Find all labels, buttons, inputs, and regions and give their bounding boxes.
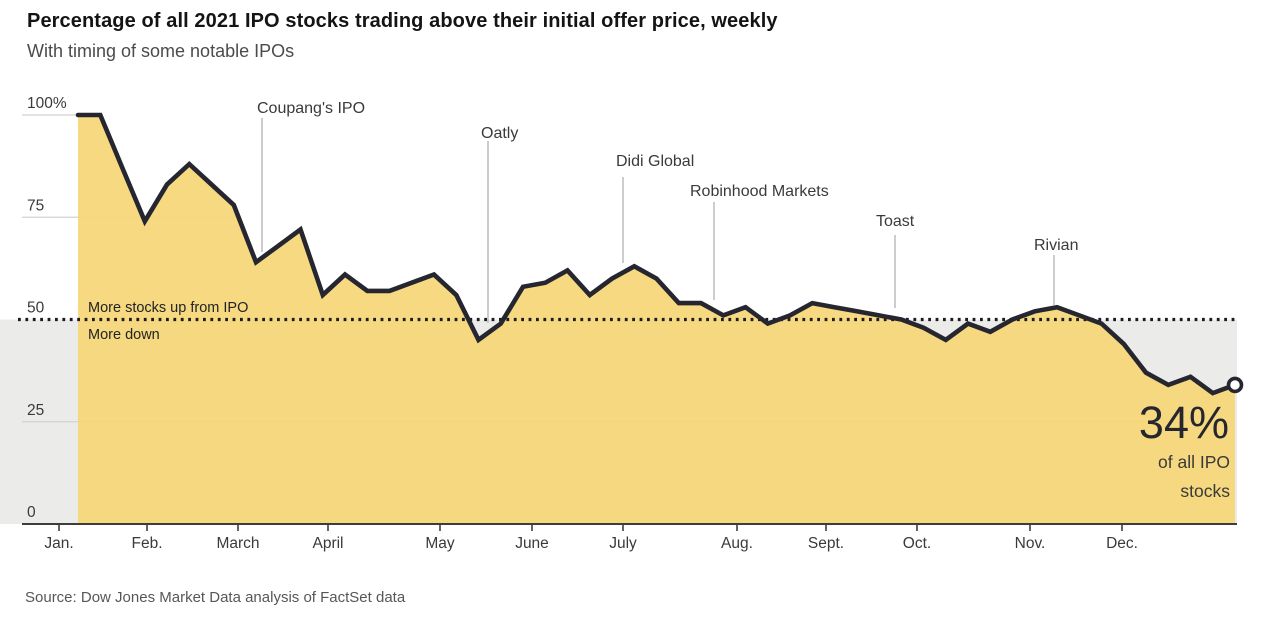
end-caption-line1: of all IPO — [1158, 452, 1230, 472]
end-marker — [1226, 376, 1244, 394]
annotation-label-rivian: Rivian — [1034, 237, 1078, 254]
month-label-feb: Feb. — [131, 535, 162, 552]
y-axis-label-75: 75 — [27, 197, 44, 214]
y-axis-label-0: 0 — [27, 504, 36, 521]
end-value-label: 34% — [1139, 397, 1229, 448]
annotation-label-coupang-s-ipo: Coupang's IPO — [257, 100, 365, 117]
threshold-label-below: More down — [88, 327, 160, 343]
month-label-oct: Oct. — [903, 535, 931, 552]
month-label-jan: Jan. — [44, 535, 73, 552]
y-axis-label-100: 100% — [27, 95, 67, 112]
month-label-april: April — [312, 535, 343, 552]
ipo-area-chart: 100% 75 50 25 0 Coupang's IPO Oatly Didi Globa… — [0, 95, 1244, 552]
page-title: Percentage of all 2021 IPO stocks tradin… — [27, 10, 778, 32]
page-subtitle: With timing of some notable IPOs — [27, 41, 295, 61]
threshold-label-above: More stocks up from IPO — [88, 300, 248, 316]
end-caption-line2: stocks — [1180, 481, 1230, 501]
month-label-june: June — [515, 535, 549, 552]
annotation-label-didi-global: Didi Global — [616, 153, 694, 170]
month-label-aug: Aug. — [721, 535, 753, 552]
y-axis-label-50: 50 — [27, 300, 45, 317]
y-axis-label-25: 25 — [27, 402, 44, 419]
month-label-may: May — [425, 535, 455, 552]
month-label-march: March — [216, 535, 259, 552]
month-label-july: July — [609, 535, 637, 552]
annotation-label-robinhood-markets: Robinhood Markets — [690, 183, 829, 200]
data-line — [75, 112, 1238, 396]
month-label-dec: Dec. — [1106, 535, 1138, 552]
annotation-label-toast: Toast — [876, 213, 915, 230]
source-note: Source: Dow Jones Market Data analysis o… — [25, 589, 406, 606]
month-label-nov: Nov. — [1015, 535, 1046, 552]
annotation-label-oatly: Oatly — [481, 125, 518, 142]
month-label-sept: Sept. — [808, 535, 844, 552]
